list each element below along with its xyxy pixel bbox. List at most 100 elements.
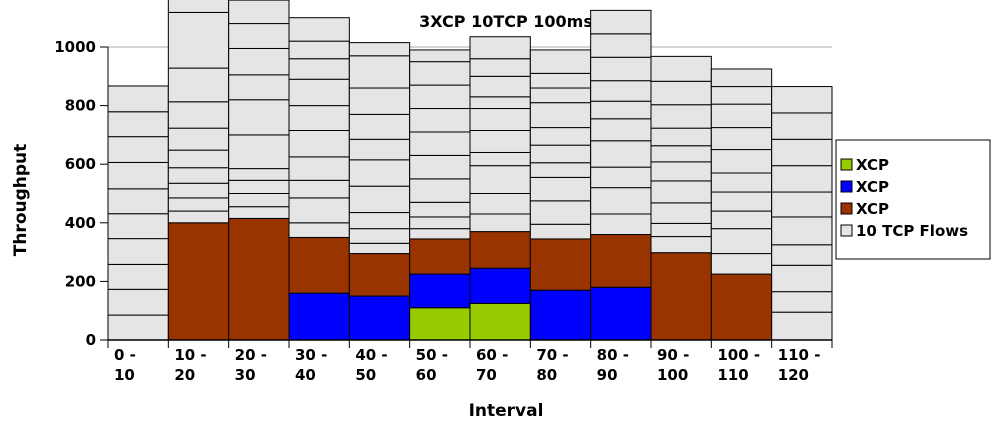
bar-tcp-flow-9-2 xyxy=(228,23,290,49)
x-tick-label: 100 -110 xyxy=(717,346,760,384)
bar-xcp-3-8 xyxy=(590,234,652,288)
bar-tcp-flow-4-0 xyxy=(107,238,169,265)
bar-tcp-flow-5-8 xyxy=(590,118,652,142)
x-tick-label: 20 -30 xyxy=(235,346,267,384)
bar-tcp-flow-8-8 xyxy=(590,56,652,82)
bar-tcp-flow-1-2 xyxy=(228,206,290,219)
bar-tcp-flow-6-6 xyxy=(469,108,531,132)
bar-tcp-flow-8-0 xyxy=(107,136,169,163)
bar-tcp-flow-9-11 xyxy=(771,112,833,140)
bar-tcp-flow-3-11 xyxy=(771,264,833,293)
bar-tcp-flow-10-10 xyxy=(710,68,773,88)
bar-tcp-flow-10-6 xyxy=(469,36,531,60)
bar-tcp-flow-8-5 xyxy=(409,84,471,110)
bar-tcp-flow-3-7 xyxy=(529,176,592,202)
bar-tcp-flow-4-10 xyxy=(710,191,773,212)
x-tick-label: 70 -80 xyxy=(536,346,568,384)
bar-xcp-3-4 xyxy=(348,253,411,297)
bar-tcp-flow-6-0 xyxy=(107,188,169,215)
y-tick-label: 200 xyxy=(65,272,96,290)
bar-tcp-flow-1-7 xyxy=(529,223,592,240)
bar-tcp-flow-5-5 xyxy=(409,154,471,180)
bar-tcp-flow-10-2 xyxy=(228,0,290,25)
legend: XCP XCP XCP 10 TCP Flows xyxy=(835,139,991,260)
bar-tcp-flow-2-2 xyxy=(228,193,290,208)
bar-tcp-flow-1-10 xyxy=(710,253,773,275)
bar-tcp-flow-2-8 xyxy=(590,187,652,215)
legend-label-1: XCP xyxy=(856,156,889,174)
bar-xcp-3-3 xyxy=(288,236,350,294)
bar-tcp-flow-5-9 xyxy=(650,161,712,182)
bar-tcp-flow-3-2 xyxy=(228,179,290,195)
bar-tcp-flow-2-6 xyxy=(469,193,531,215)
legend-label-4: 10 TCP Flows xyxy=(856,222,968,240)
x-tick-label: 0 -10 xyxy=(114,346,136,384)
bar-tcp-flow-2-1 xyxy=(167,197,230,212)
bar-tcp-flow-2-10 xyxy=(710,228,773,255)
y-tick-label: 600 xyxy=(65,155,96,173)
y-tick-label: 400 xyxy=(65,214,96,232)
x-tick-label: 90 -100 xyxy=(657,346,689,384)
bar-tcp-flow-10-8 xyxy=(590,9,652,35)
bar-tcp-flow-5-0 xyxy=(107,213,169,240)
bar-tcp-flow-5-4 xyxy=(348,159,411,187)
bar-tcp-flow-6-5 xyxy=(409,131,471,156)
bar-tcp-flow-1-6 xyxy=(469,213,531,233)
bar-tcp-flow-9-9 xyxy=(650,80,712,106)
bar-xcp-3-7 xyxy=(529,238,592,291)
bar-tcp-flow-10-0 xyxy=(107,85,169,113)
y-tick-label: 800 xyxy=(65,97,96,115)
bar-xcp-2-8 xyxy=(590,286,652,341)
bar-tcp-flow-2-11 xyxy=(771,291,833,313)
bar-tcp-flow-6-8 xyxy=(590,100,652,120)
legend-swatch-1 xyxy=(840,158,853,171)
bar-tcp-flow-8-4 xyxy=(348,87,411,115)
bar-tcp-flow-1-1 xyxy=(167,210,230,224)
bar-tcp-flow-1-0 xyxy=(107,314,169,341)
bar-tcp-flow-8-9 xyxy=(650,104,712,129)
x-axis-label: Interval xyxy=(469,401,544,421)
bar-tcp-flow-8-10 xyxy=(710,103,773,129)
legend-swatch-4 xyxy=(840,224,853,237)
bar-tcp-flow-9-8 xyxy=(590,33,652,58)
bar-tcp-flow-1-5 xyxy=(409,228,471,240)
bar-tcp-flow-3-6 xyxy=(469,165,531,194)
bar-xcp-2-4 xyxy=(348,295,411,341)
bar-tcp-flow-6-7 xyxy=(529,127,592,146)
bar-tcp-flow-9-3 xyxy=(288,40,350,60)
bar-tcp-flow-3-3 xyxy=(288,179,350,199)
bar-xcp-1-5 xyxy=(409,307,471,341)
bar-tcp-flow-6-1 xyxy=(167,127,230,151)
bar-tcp-flow-9-10 xyxy=(710,86,773,105)
bar-tcp-flow-4-1 xyxy=(167,167,230,184)
bar-tcp-flow-4-7 xyxy=(529,162,592,178)
bar-xcp-1-6 xyxy=(469,302,531,341)
bar-tcp-flow-6-9 xyxy=(650,145,712,163)
bar-tcp-flow-3-4 xyxy=(348,212,411,230)
bar-tcp-flow-8-6 xyxy=(469,75,531,98)
bar-xcp-2-6 xyxy=(469,267,531,304)
legend-box xyxy=(835,139,991,260)
bar-xcp-2-3 xyxy=(288,292,350,341)
bar-tcp-flow-7-10 xyxy=(710,127,773,151)
bar-xcp-3-10 xyxy=(710,273,773,341)
bar-tcp-flow-4-8 xyxy=(590,140,652,168)
bar-tcp-flow-6-3 xyxy=(288,105,350,132)
bar-tcp-flow-2-9 xyxy=(650,222,712,238)
bar-tcp-flow-7-1 xyxy=(167,101,230,129)
bar-tcp-flow-8-1 xyxy=(167,67,230,103)
x-tick-label: 30 -40 xyxy=(295,346,327,384)
bar-tcp-flow-3-10 xyxy=(710,210,773,230)
bar-tcp-flow-5-7 xyxy=(529,144,592,164)
bar-tcp-flow-8-11 xyxy=(771,138,833,167)
bar-tcp-flow-7-5 xyxy=(409,108,471,133)
legend-label-2: XCP xyxy=(856,178,889,196)
bar-xcp-2-5 xyxy=(409,273,471,309)
bar-tcp-flow-1-9 xyxy=(650,236,712,254)
x-tick-label: 40 -50 xyxy=(355,346,387,384)
bar-tcp-flow-7-11 xyxy=(771,165,833,193)
bar-tcp-flow-9-5 xyxy=(409,61,471,86)
bar-xcp-3-9 xyxy=(650,252,712,341)
bar-tcp-flow-7-9 xyxy=(650,127,712,147)
chart-title: 3XCP 10TCP 100ms xyxy=(419,12,593,31)
